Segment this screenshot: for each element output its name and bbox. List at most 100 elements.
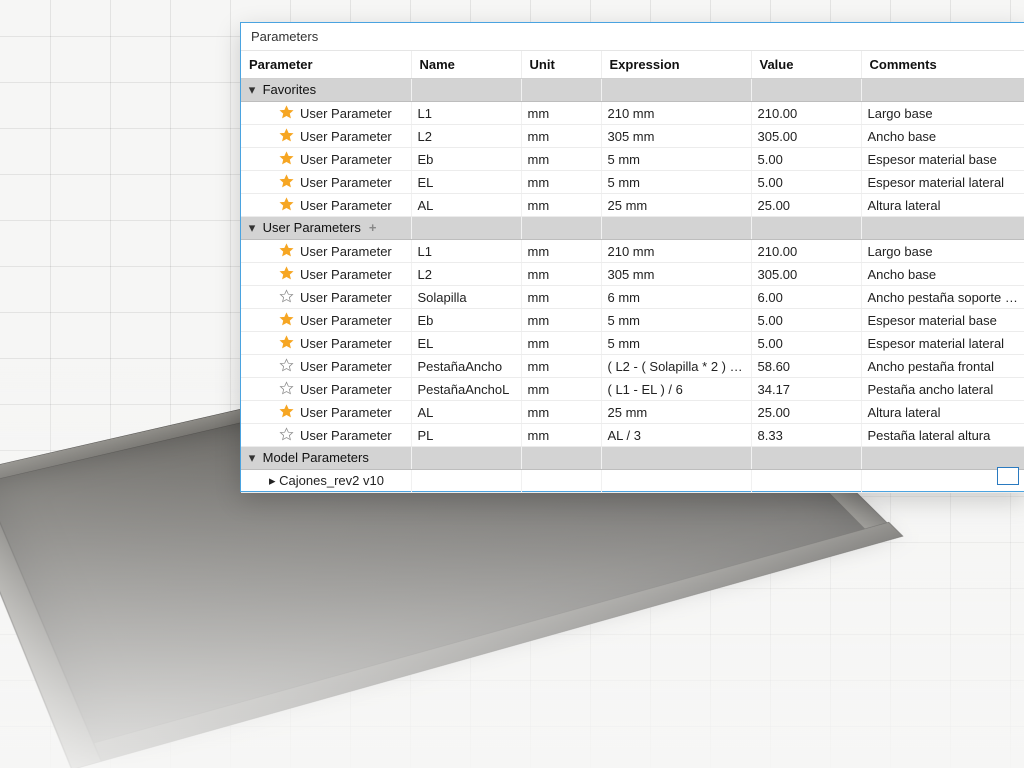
param-name[interactable]: L2 bbox=[411, 263, 521, 286]
param-comment[interactable]: Altura lateral bbox=[861, 401, 1024, 424]
param-unit[interactable]: mm bbox=[521, 102, 601, 125]
chevron-right-icon[interactable]: ▸ bbox=[269, 473, 276, 488]
favorite-star-icon[interactable] bbox=[279, 128, 294, 143]
param-name[interactable]: Eb bbox=[411, 309, 521, 332]
param-comment[interactable]: Pestaña ancho lateral bbox=[861, 378, 1024, 401]
col-expression[interactable]: Expression bbox=[601, 51, 751, 79]
col-value[interactable]: Value bbox=[751, 51, 861, 79]
favorite-star-icon[interactable] bbox=[279, 312, 294, 327]
group-userParams[interactable]: ▾ User Parameters+ bbox=[241, 217, 1024, 240]
param-name[interactable]: L1 bbox=[411, 240, 521, 263]
param-unit[interactable]: mm bbox=[521, 332, 601, 355]
favorite-star-icon[interactable] bbox=[279, 289, 294, 304]
favorite-star-icon[interactable] bbox=[279, 358, 294, 373]
param-unit[interactable]: mm bbox=[521, 424, 601, 447]
param-unit[interactable]: mm bbox=[521, 240, 601, 263]
param-unit[interactable]: mm bbox=[521, 286, 601, 309]
param-unit[interactable]: mm bbox=[521, 378, 601, 401]
table-row[interactable]: User Parameter PestañaAnchoL mm ( L1 - E… bbox=[241, 378, 1024, 401]
favorite-star-icon[interactable] bbox=[279, 174, 294, 189]
param-name[interactable]: L2 bbox=[411, 125, 521, 148]
table-row[interactable]: User Parameter Solapilla mm 6 mm 6.00 An… bbox=[241, 286, 1024, 309]
group-favorites[interactable]: ▾ Favorites bbox=[241, 79, 1024, 102]
param-unit[interactable]: mm bbox=[521, 194, 601, 217]
table-row[interactable]: User Parameter L1 mm 210 mm 210.00 Largo… bbox=[241, 240, 1024, 263]
table-row[interactable]: User Parameter AL mm 25 mm 25.00 Altura … bbox=[241, 401, 1024, 424]
param-expression[interactable]: 210 mm bbox=[601, 102, 751, 125]
table-row[interactable]: User Parameter EL mm 5 mm 5.00 Espesor m… bbox=[241, 171, 1024, 194]
favorite-star-icon[interactable] bbox=[279, 197, 294, 212]
param-comment[interactable]: Espesor material lateral bbox=[861, 332, 1024, 355]
col-unit[interactable]: Unit bbox=[521, 51, 601, 79]
param-comment[interactable]: Ancho base bbox=[861, 263, 1024, 286]
table-row[interactable]: User Parameter L2 mm 305 mm 305.00 Ancho… bbox=[241, 125, 1024, 148]
favorite-star-icon[interactable] bbox=[279, 335, 294, 350]
table-row[interactable]: ▸ Cajones_rev2 v10 bbox=[241, 470, 1024, 493]
param-name[interactable]: Eb bbox=[411, 148, 521, 171]
table-row[interactable]: User Parameter PestañaAncho mm ( L2 - ( … bbox=[241, 355, 1024, 378]
col-comments[interactable]: Comments bbox=[861, 51, 1024, 79]
table-row[interactable]: User Parameter AL mm 25 mm 25.00 Altura … bbox=[241, 194, 1024, 217]
param-comment[interactable]: Largo base bbox=[861, 240, 1024, 263]
param-expression[interactable]: 305 mm bbox=[601, 125, 751, 148]
param-name[interactable]: L1 bbox=[411, 102, 521, 125]
param-name[interactable]: PestañaAnchoL bbox=[411, 378, 521, 401]
param-name[interactable]: AL bbox=[411, 194, 521, 217]
param-expression[interactable]: 5 mm bbox=[601, 171, 751, 194]
param-comment[interactable]: Espesor material base bbox=[861, 148, 1024, 171]
param-expression[interactable]: 6 mm bbox=[601, 286, 751, 309]
param-expression[interactable]: ( L2 - ( Solapilla * 2 ) ) / 5 bbox=[601, 355, 751, 378]
param-unit[interactable]: mm bbox=[521, 355, 601, 378]
param-expression[interactable]: ( L1 - EL ) / 6 bbox=[601, 378, 751, 401]
param-unit[interactable]: mm bbox=[521, 309, 601, 332]
chevron-down-icon[interactable]: ▾ bbox=[247, 82, 257, 98]
param-comment[interactable]: Pestaña lateral altura bbox=[861, 424, 1024, 447]
table-row[interactable]: User Parameter Eb mm 5 mm 5.00 Espesor m… bbox=[241, 309, 1024, 332]
parameters-dialog[interactable]: Parameters Parameter Name Unit Expressio… bbox=[240, 22, 1024, 492]
favorite-star-icon[interactable] bbox=[279, 266, 294, 281]
param-expression[interactable]: 5 mm bbox=[601, 148, 751, 171]
favorite-star-icon[interactable] bbox=[279, 381, 294, 396]
param-name[interactable]: AL bbox=[411, 401, 521, 424]
chevron-down-icon[interactable]: ▾ bbox=[247, 220, 257, 236]
table-row[interactable]: User Parameter PL mm AL / 3 8.33 Pestaña… bbox=[241, 424, 1024, 447]
favorite-star-icon[interactable] bbox=[279, 243, 294, 258]
table-row[interactable]: User Parameter L1 mm 210 mm 210.00 Largo… bbox=[241, 102, 1024, 125]
chevron-down-icon[interactable]: ▾ bbox=[247, 450, 257, 466]
param-expression[interactable]: 210 mm bbox=[601, 240, 751, 263]
add-parameter-button[interactable]: + bbox=[369, 220, 377, 235]
param-unit[interactable]: mm bbox=[521, 125, 601, 148]
group-modelParams[interactable]: ▾ Model Parameters bbox=[241, 447, 1024, 470]
table-row[interactable]: User Parameter Eb mm 5 mm 5.00 Espesor m… bbox=[241, 148, 1024, 171]
param-name[interactable]: PestañaAncho bbox=[411, 355, 521, 378]
param-comment[interactable]: Espesor material lateral bbox=[861, 171, 1024, 194]
param-comment[interactable]: Ancho base bbox=[861, 125, 1024, 148]
ok-button[interactable] bbox=[997, 467, 1019, 485]
favorite-star-icon[interactable] bbox=[279, 151, 294, 166]
favorite-star-icon[interactable] bbox=[279, 427, 294, 442]
param-expression[interactable]: 5 mm bbox=[601, 309, 751, 332]
col-name[interactable]: Name bbox=[411, 51, 521, 79]
favorite-star-icon[interactable] bbox=[279, 404, 294, 419]
favorite-star-icon[interactable] bbox=[279, 105, 294, 120]
param-comment[interactable]: Largo base bbox=[861, 102, 1024, 125]
param-name[interactable]: EL bbox=[411, 171, 521, 194]
param-name[interactable]: PL bbox=[411, 424, 521, 447]
col-parameter[interactable]: Parameter bbox=[241, 51, 411, 79]
param-name[interactable]: EL bbox=[411, 332, 521, 355]
table-row[interactable]: User Parameter L2 mm 305 mm 305.00 Ancho… bbox=[241, 263, 1024, 286]
table-row[interactable]: User Parameter EL mm 5 mm 5.00 Espesor m… bbox=[241, 332, 1024, 355]
param-comment[interactable]: Altura lateral bbox=[861, 194, 1024, 217]
param-comment[interactable]: Espesor material base bbox=[861, 309, 1024, 332]
param-expression[interactable]: AL / 3 bbox=[601, 424, 751, 447]
param-unit[interactable]: mm bbox=[521, 401, 601, 424]
param-unit[interactable]: mm bbox=[521, 171, 601, 194]
param-expression[interactable]: 25 mm bbox=[601, 194, 751, 217]
param-expression[interactable]: 305 mm bbox=[601, 263, 751, 286]
param-name[interactable]: Solapilla bbox=[411, 286, 521, 309]
param-expression[interactable]: 5 mm bbox=[601, 332, 751, 355]
param-expression[interactable]: 25 mm bbox=[601, 401, 751, 424]
param-comment[interactable]: Ancho pestaña frontal bbox=[861, 355, 1024, 378]
param-unit[interactable]: mm bbox=[521, 263, 601, 286]
param-unit[interactable]: mm bbox=[521, 148, 601, 171]
